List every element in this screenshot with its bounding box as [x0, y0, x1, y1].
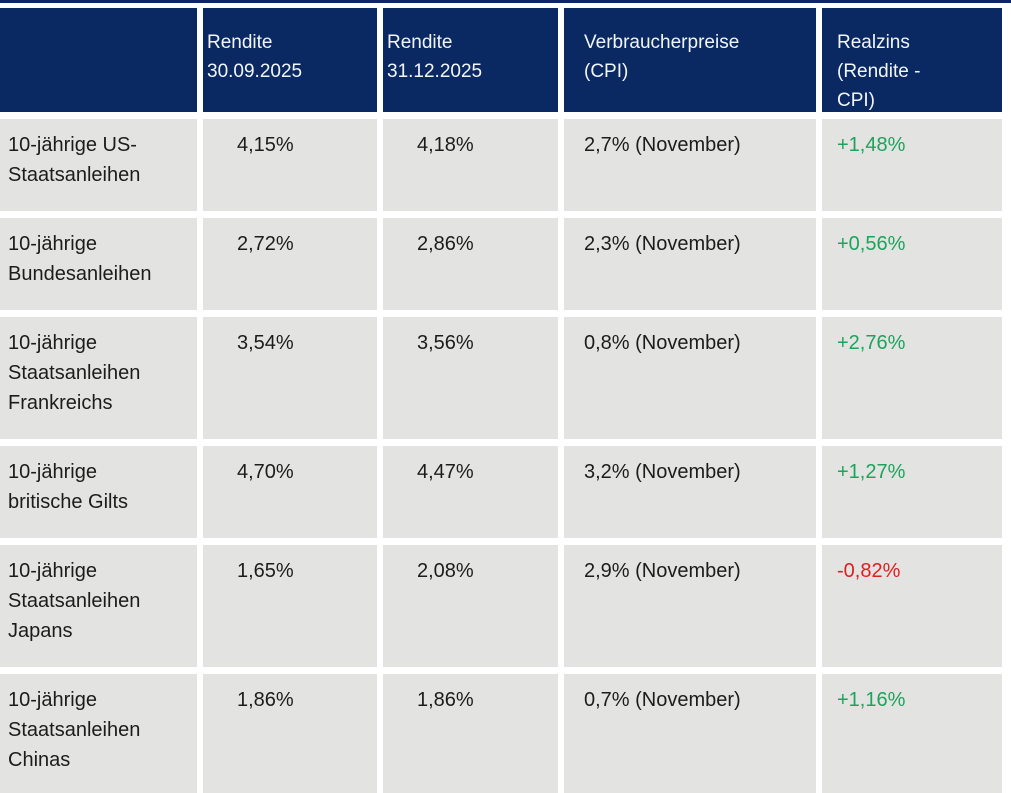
rendite-30-09-value: 4,15% [203, 119, 377, 211]
realzins-value: -0,82% [822, 545, 1002, 667]
rendite-30-09-value: 2,72% [203, 218, 377, 310]
cpi-value: 2,7% (November) [564, 119, 816, 211]
col-header-realzins: Realzins (Rendite - CPI) [822, 8, 1002, 112]
cpi-value: 2,9% (November) [564, 545, 816, 667]
row-label: 10-jährige US- Staatsanleihen [0, 119, 197, 211]
row-label: 10-jährige Staatsanleihen Frankreichs [0, 317, 197, 439]
bond-yield-table: Rendite 30.09.2025 Rendite 31.12.2025 Ve… [0, 8, 1011, 793]
cpi-value: 2,3% (November) [564, 218, 816, 310]
row-label: 10-jährige britische Gilts [0, 446, 197, 538]
rendite-30-09-value: 1,86% [203, 674, 377, 793]
row-label: 10-jährige Staatsanleihen Chinas [0, 674, 197, 793]
rendite-31-12-value: 4,18% [383, 119, 558, 211]
col-header-instrument [0, 8, 197, 112]
row-label: 10-jährige Bundesanleihen [0, 218, 197, 310]
rendite-30-09-value: 1,65% [203, 545, 377, 667]
realzins-value: +1,48% [822, 119, 1002, 211]
rendite-31-12-value: 3,56% [383, 317, 558, 439]
realzins-value: +0,56% [822, 218, 1002, 310]
rendite-30-09-value: 4,70% [203, 446, 377, 538]
rendite-31-12-value: 1,86% [383, 674, 558, 793]
cpi-value: 3,2% (November) [564, 446, 816, 538]
col-header-rendite-31-12-2025: Rendite 31.12.2025 [383, 8, 558, 112]
col-header-rendite-30-09-2025: Rendite 30.09.2025 [203, 8, 377, 112]
cpi-value: 0,7% (November) [564, 674, 816, 793]
col-header-cpi: Verbraucherpreise (CPI) [564, 8, 816, 112]
rendite-31-12-value: 2,08% [383, 545, 558, 667]
rendite-31-12-value: 4,47% [383, 446, 558, 538]
realzins-value: +1,16% [822, 674, 1002, 793]
rendite-31-12-value: 2,86% [383, 218, 558, 310]
rendite-30-09-value: 3,54% [203, 317, 377, 439]
cpi-value: 0,8% (November) [564, 317, 816, 439]
realzins-value: +1,27% [822, 446, 1002, 538]
realzins-value: +2,76% [822, 317, 1002, 439]
table-top-border [0, 0, 1011, 3]
row-label: 10-jährige Staatsanleihen Japans [0, 545, 197, 667]
